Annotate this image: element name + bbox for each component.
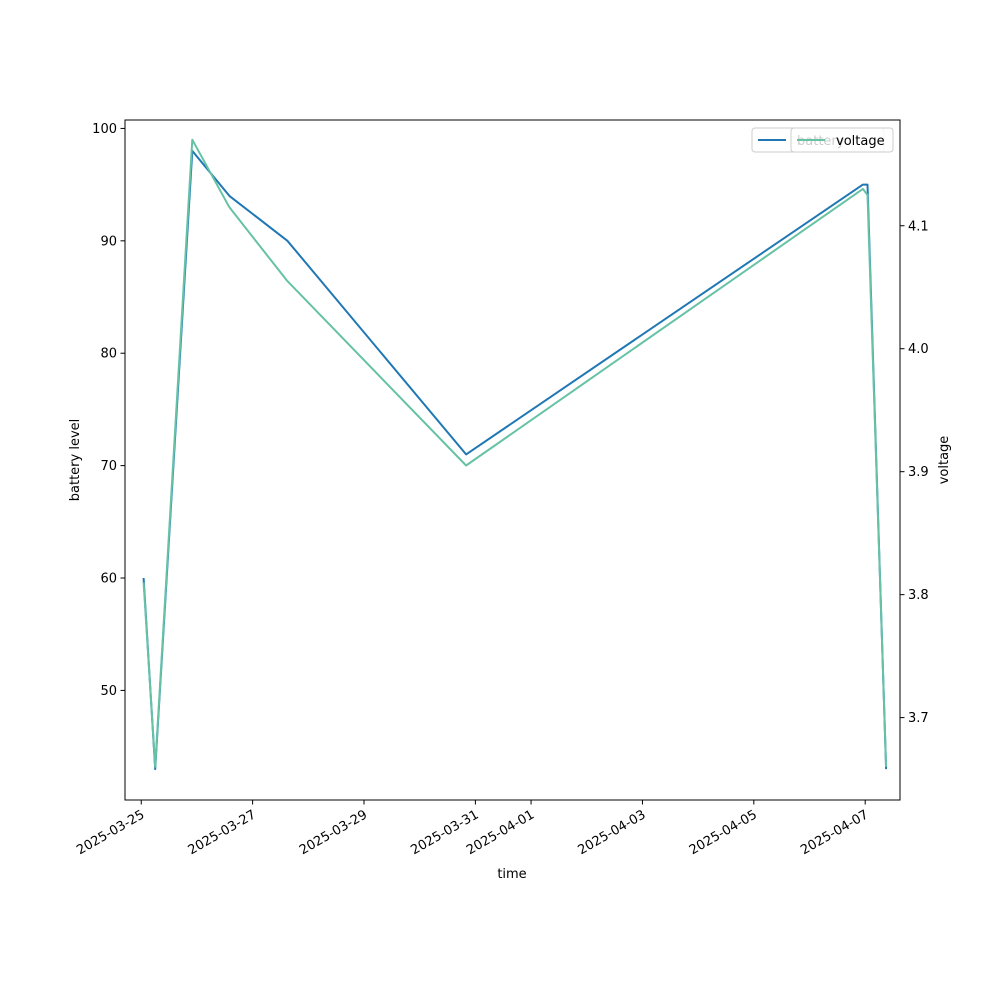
x-tick-label: 2025-03-29 — [297, 807, 370, 858]
y-left-tick-label: 90 — [100, 234, 117, 249]
y-right-tick-label: 3.7 — [908, 711, 929, 726]
plot-frame — [124, 119, 901, 801]
y-right-tick-label: 3.9 — [908, 465, 929, 480]
y-left-tick-label: 60 — [100, 572, 117, 587]
legend-layer: batteryvoltage — [751, 127, 894, 153]
legend-label: voltage — [836, 134, 885, 149]
x-tick-label: 2025-03-27 — [186, 807, 259, 858]
series-layer — [142, 138, 888, 771]
y-left-tick-label: 70 — [100, 459, 117, 474]
y-left-tick-label: 100 — [92, 122, 117, 137]
y-axis-right: 3.7 3.8 3.9 4.0 4.1 — [900, 219, 929, 726]
x-axis: 2025-03-25 2025-03-27 2025-03-29 2025-03-31… — [74, 800, 871, 858]
y-axis-left: 50 60 70 80 90 100 — [92, 122, 125, 699]
legend-2: voltage — [790, 127, 894, 153]
x-tick-label: 2025-04-03 — [576, 807, 649, 858]
x-tick-label: 2025-04-07 — [798, 807, 871, 858]
x-tick-label: 2025-04-05 — [687, 807, 760, 858]
y-axis-left-label: battery level — [68, 419, 83, 502]
y-right-tick-label: 4.0 — [908, 342, 929, 357]
y-right-tick-label: 4.1 — [908, 219, 929, 234]
y-left-tick-label: 50 — [100, 684, 117, 699]
plot-area-background — [125, 120, 900, 800]
x-tick-label: 2025-03-25 — [74, 807, 147, 858]
y-left-tick-label: 80 — [100, 347, 117, 362]
series-line-voltage — [142, 138, 888, 768]
x-axis-label: time — [497, 867, 526, 882]
legend-frame — [790, 127, 894, 153]
y-axis-right-label: voltage — [937, 436, 952, 485]
y-right-tick-label: 3.8 — [908, 588, 929, 603]
